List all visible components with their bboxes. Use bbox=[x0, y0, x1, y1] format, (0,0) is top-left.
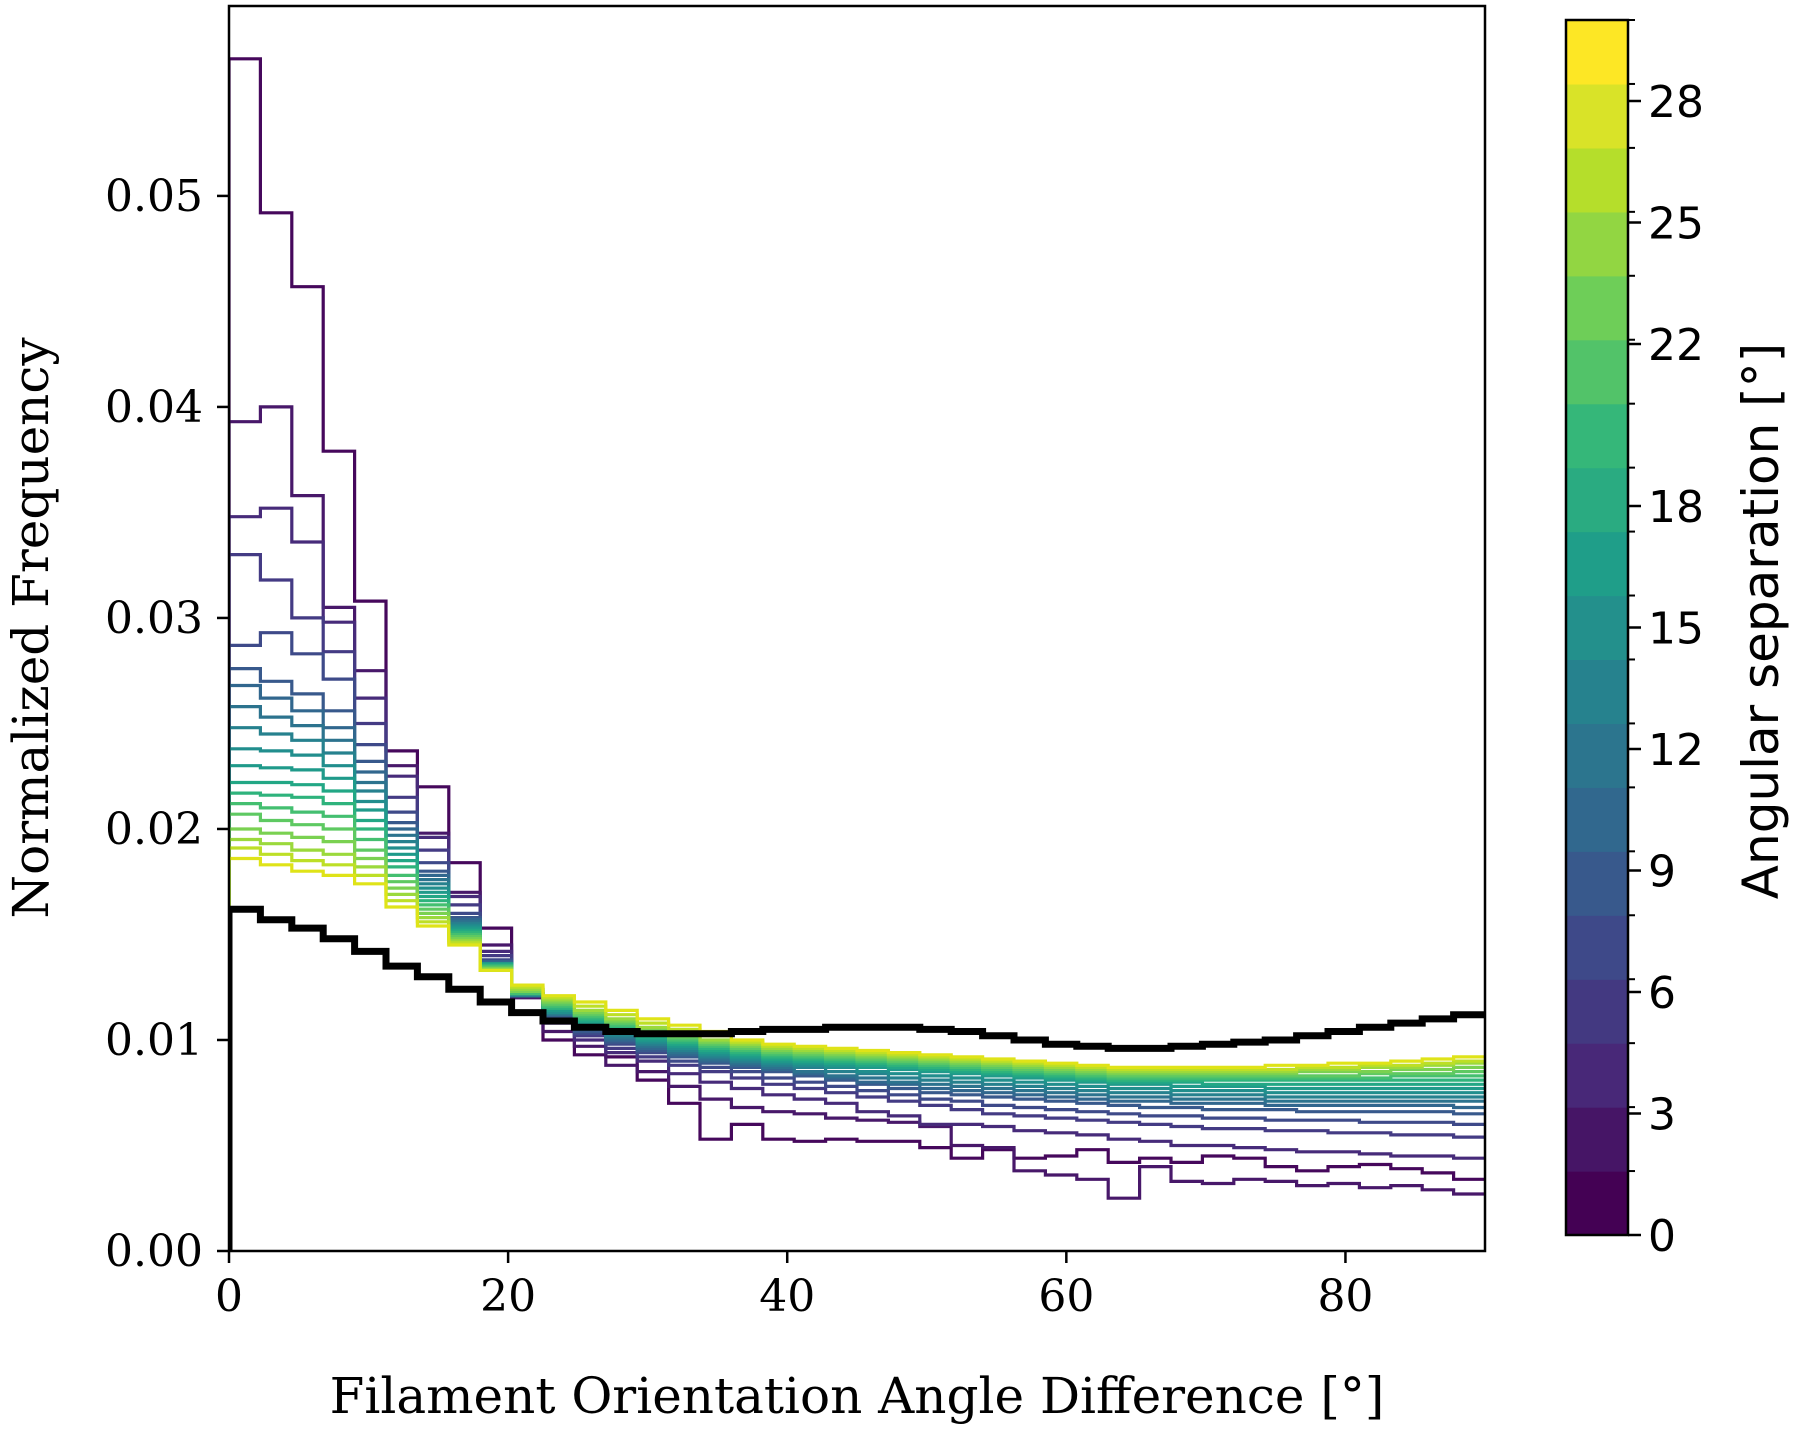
colorbar-tick-label: 0 bbox=[1648, 1211, 1676, 1262]
reference-layer bbox=[229, 905, 1485, 1251]
colorbar-segment bbox=[1566, 1043, 1628, 1108]
colorbar-segment bbox=[1566, 979, 1628, 1044]
histogram-series-1 bbox=[229, 57, 1485, 1251]
colorbar-tick-label: 15 bbox=[1648, 604, 1704, 655]
histogram-series-2 bbox=[229, 405, 1485, 1251]
colorbar-segment bbox=[1566, 595, 1628, 661]
histogram-series-15 bbox=[229, 812, 1485, 1251]
y-tick-label: 0.05 bbox=[105, 171, 203, 222]
histogram-series-19 bbox=[229, 856, 1485, 1251]
y-tick-label: 0.03 bbox=[105, 593, 203, 644]
colorbar-tick-label: 18 bbox=[1648, 482, 1704, 533]
colorbar-tick-label: 12 bbox=[1648, 725, 1704, 776]
colorbar-segment bbox=[1566, 147, 1628, 213]
colorbar-segment bbox=[1566, 403, 1628, 469]
x-tick-label: 40 bbox=[759, 1271, 815, 1322]
histogram-series-9 bbox=[229, 726, 1485, 1251]
colorbar-segment bbox=[1566, 1171, 1628, 1236]
colorbar-segment bbox=[1566, 275, 1628, 341]
colorbar: 0 3 6 9 12 15 18 22 25 28 bbox=[1564, 18, 1704, 1262]
colorbar-segment bbox=[1566, 787, 1628, 852]
y-tick-label: 0.00 bbox=[105, 1226, 203, 1277]
histogram-series-14 bbox=[229, 802, 1485, 1251]
x-tick-label: 0 bbox=[215, 1271, 243, 1322]
histogram-series-5 bbox=[229, 631, 1485, 1251]
colorbar-segment bbox=[1566, 467, 1628, 533]
x-tick-label: 80 bbox=[1317, 1271, 1373, 1322]
colorbar-segment bbox=[1566, 851, 1628, 916]
x-tick-label: 20 bbox=[480, 1271, 536, 1322]
series-layer bbox=[229, 57, 1485, 1251]
colorbar-segment bbox=[1566, 531, 1628, 597]
histogram-series-10 bbox=[229, 747, 1485, 1251]
colorbar-tick-label: 22 bbox=[1648, 320, 1704, 371]
histogram-series-8 bbox=[229, 705, 1485, 1251]
colorbar-segment bbox=[1566, 20, 1628, 85]
colorbar-tick-label: 9 bbox=[1648, 847, 1676, 898]
colorbar-segment bbox=[1566, 83, 1628, 149]
y-axis-title: Normalized Frequency bbox=[2, 337, 60, 919]
colorbar-tick-label: 28 bbox=[1648, 77, 1704, 128]
colorbar-tick-label: 25 bbox=[1648, 199, 1704, 250]
colorbar-tick-label: 3 bbox=[1648, 1090, 1676, 1141]
y-axis: 0.00 0.01 0.02 0.03 0.04 0.05 bbox=[105, 171, 229, 1277]
x-axis: 0 20 40 60 80 bbox=[215, 1251, 1373, 1322]
colorbar-segment bbox=[1566, 915, 1628, 980]
colorbar-segment bbox=[1566, 339, 1628, 405]
colorbar-segment bbox=[1566, 659, 1628, 725]
x-tick-label: 60 bbox=[1038, 1271, 1094, 1322]
x-axis-title: Filament Orientation Angle Difference [°… bbox=[330, 1367, 1385, 1425]
histogram-series-11 bbox=[229, 764, 1485, 1251]
y-tick-label: 0.01 bbox=[105, 1015, 203, 1066]
plot-frame bbox=[227, 4, 1487, 1253]
y-tick-label: 0.04 bbox=[105, 382, 203, 433]
colorbar-segment bbox=[1566, 723, 1628, 788]
y-tick-label: 0.02 bbox=[105, 804, 203, 855]
colorbar-segment bbox=[1566, 211, 1628, 277]
colorbar-segment bbox=[1566, 1107, 1628, 1172]
colorbar-title: Angular separation [°] bbox=[1732, 343, 1790, 899]
colorbar-tick-label: 6 bbox=[1648, 968, 1676, 1019]
reference-histogram bbox=[229, 905, 1485, 1251]
